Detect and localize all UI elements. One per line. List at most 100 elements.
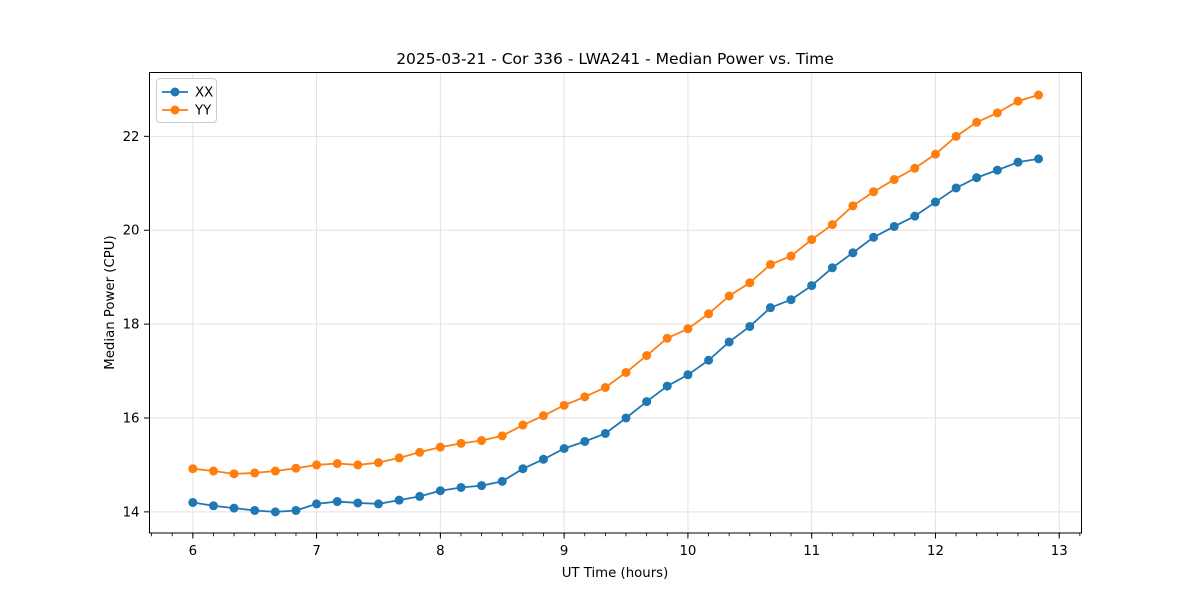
y-tick-label: 18 <box>123 318 140 333</box>
series-xx <box>188 154 1044 517</box>
data-point-yy <box>600 382 610 392</box>
data-point-xx <box>1034 154 1044 164</box>
data-point-xx <box>704 355 714 365</box>
data-point-xx <box>807 281 817 291</box>
data-point-xx <box>415 491 425 501</box>
data-point-yy <box>889 175 899 185</box>
legend-entry-xx: XX <box>162 86 213 101</box>
data-point-xx <box>745 321 755 331</box>
series-line-xx <box>192 157 1039 513</box>
data-point-yy <box>745 278 755 288</box>
data-point-xx <box>621 413 631 423</box>
data-point-xx <box>683 370 693 380</box>
data-point-xx <box>373 499 383 509</box>
legend-entry-yy: YY <box>162 104 212 119</box>
data-point-yy <box>312 460 322 470</box>
data-point-xx <box>270 507 280 517</box>
series-line-yy <box>192 94 1039 475</box>
data-point-xx <box>910 211 920 221</box>
data-point-yy <box>972 117 982 127</box>
data-point-yy <box>415 447 425 457</box>
data-point-yy <box>827 220 837 230</box>
legend-marker-xx-icon <box>170 87 180 97</box>
y-tick-label: 22 <box>123 130 140 145</box>
data-point-yy <box>1013 96 1023 106</box>
x-tick-label: 8 <box>436 544 444 559</box>
legend-marker-yy-icon <box>170 105 180 115</box>
data-point-xx <box>353 498 363 508</box>
data-point-xx <box>869 232 879 242</box>
data-point-xx <box>332 497 342 507</box>
x-tick-label: 9 <box>560 544 568 559</box>
chart-title: 2025-03-21 - Cor 336 - LWA241 - Median P… <box>396 50 834 68</box>
data-point-yy <box>951 131 961 141</box>
data-point-xx <box>992 165 1002 175</box>
data-point-xx <box>662 381 672 391</box>
data-point-yy <box>559 400 569 410</box>
data-point-yy <box>229 469 239 479</box>
x-tick-label: 6 <box>189 544 197 559</box>
data-point-yy <box>208 466 218 476</box>
data-point-yy <box>497 431 507 441</box>
data-point-yy <box>786 251 796 261</box>
data-point-yy <box>930 149 940 159</box>
data-point-xx <box>889 221 899 231</box>
x-axis-label: UT Time (hours) <box>562 566 669 581</box>
data-point-yy <box>683 324 693 334</box>
data-point-yy <box>910 163 920 173</box>
plot-border <box>149 72 1082 534</box>
data-point-xx <box>250 505 260 515</box>
x-tick-label: 12 <box>927 544 944 559</box>
data-point-yy <box>291 463 301 473</box>
axis-ticks: 6 7 8 9 10 11 12 13 14 16 18 20 22 <box>123 130 1081 559</box>
legend: XX YY <box>156 78 217 123</box>
data-point-xx <box>456 482 466 492</box>
data-point-xx <box>538 454 548 464</box>
data-point-xx <box>291 505 301 515</box>
data-point-xx <box>972 173 982 183</box>
data-point-yy <box>724 291 734 301</box>
y-tick-label: 20 <box>123 224 140 239</box>
data-point-yy <box>332 459 342 469</box>
data-point-xx <box>724 337 734 347</box>
data-point-yy <box>621 367 631 377</box>
data-point-yy <box>704 309 714 319</box>
data-point-yy <box>807 235 817 245</box>
legend-label-xx: XX <box>195 86 213 101</box>
data-point-xx <box>312 499 322 509</box>
data-point-xx <box>765 303 775 313</box>
data-point-xx <box>1013 157 1023 167</box>
data-point-xx <box>188 497 198 507</box>
data-point-xx <box>559 444 569 454</box>
series-yy <box>188 90 1044 479</box>
data-point-xx <box>786 295 796 305</box>
data-point-xx <box>600 428 610 438</box>
data-point-xx <box>208 501 218 511</box>
data-point-yy <box>538 411 548 421</box>
data-point-xx <box>951 183 961 193</box>
data-point-yy <box>765 259 775 269</box>
data-point-yy <box>270 466 280 476</box>
data-point-xx <box>229 503 239 513</box>
data-point-yy <box>869 187 879 197</box>
data-point-yy <box>373 458 383 468</box>
y-axis-label: Median Power (CPU) <box>103 235 118 369</box>
data-point-yy <box>580 392 590 402</box>
x-tick-label: 11 <box>803 544 820 559</box>
data-point-xx <box>930 197 940 207</box>
data-point-xx <box>518 464 528 474</box>
data-point-yy <box>992 108 1002 118</box>
data-point-xx <box>848 248 858 258</box>
data-point-yy <box>435 442 445 452</box>
data-point-xx <box>642 397 652 407</box>
y-tick-label: 16 <box>123 411 140 426</box>
data-point-yy <box>477 436 487 446</box>
data-point-yy <box>662 333 672 343</box>
data-series <box>188 90 1044 517</box>
x-tick-label: 10 <box>679 544 696 559</box>
data-point-yy <box>848 201 858 211</box>
data-point-xx <box>394 495 404 505</box>
data-point-xx <box>580 436 590 446</box>
